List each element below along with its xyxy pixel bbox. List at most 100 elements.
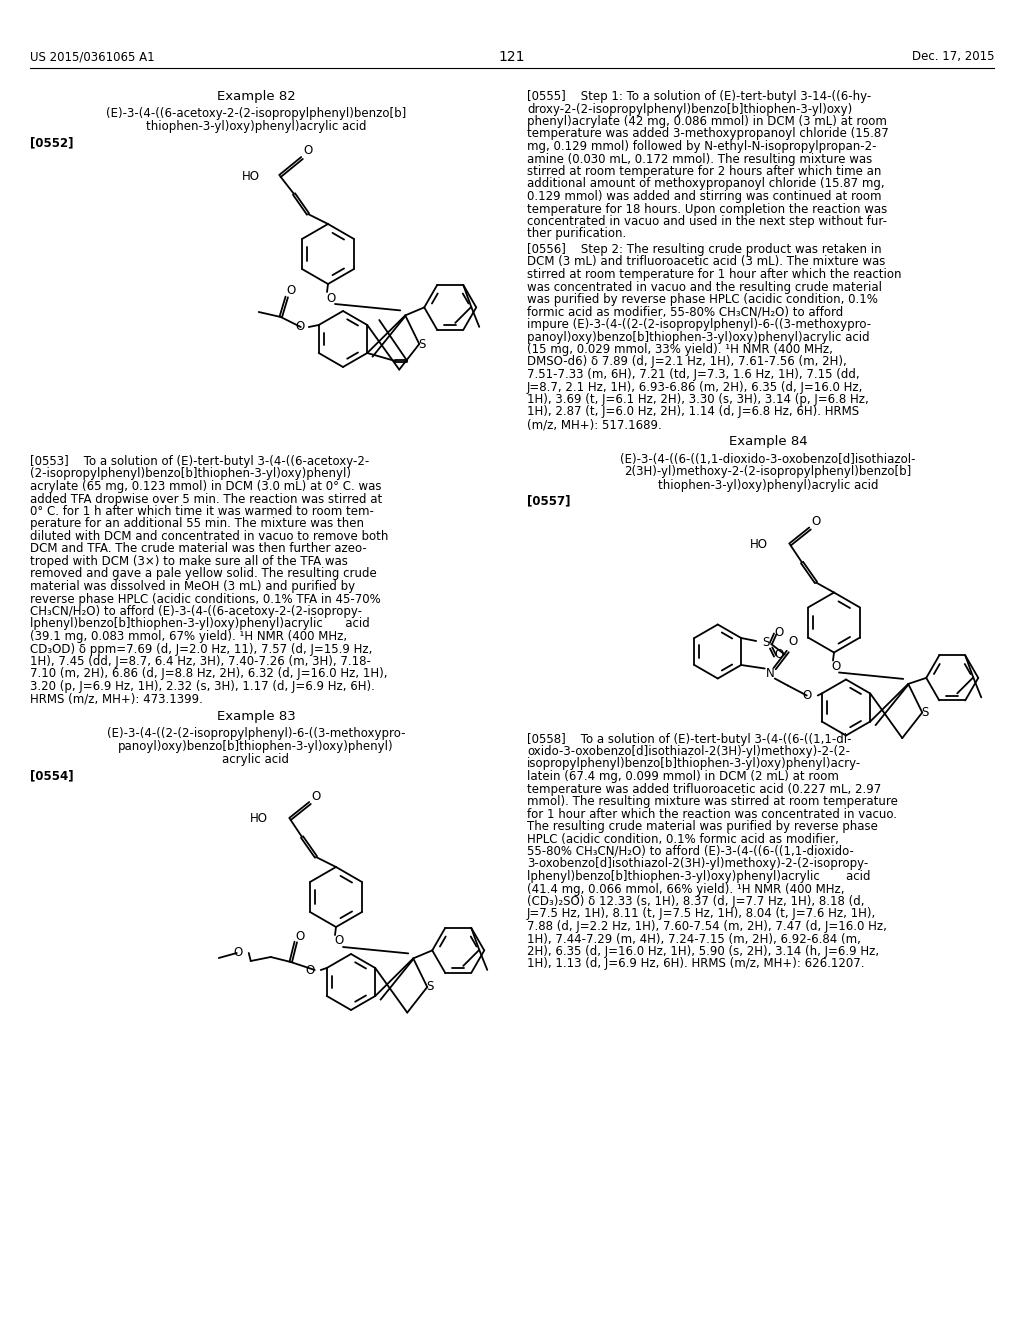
Text: S: S [427,981,434,994]
Text: HO: HO [242,169,260,182]
Text: O: O [774,626,783,639]
Text: panoyl)oxy)benzo[b]thiophen-3-yl)oxy)phenyl)acrylic acid: panoyl)oxy)benzo[b]thiophen-3-yl)oxy)phe… [527,330,869,343]
Text: 3-oxobenzo[d]isothiazol-2(3H)-yl)methoxy)-2-(2-isopropy-: 3-oxobenzo[d]isothiazol-2(3H)-yl)methoxy… [527,858,868,870]
Text: impure (E)-3-(4-((2-(2-isopropylphenyl)-6-((3-methoxypro-: impure (E)-3-(4-((2-(2-isopropylphenyl)-… [527,318,871,331]
Text: The resulting crude material was purified by reverse phase: The resulting crude material was purifie… [527,820,878,833]
Text: temperature was added 3-methoxypropanoyl chloride (15.87: temperature was added 3-methoxypropanoyl… [527,128,889,140]
Text: (2-isopropylphenyl)benzo[b]thiophen-3-yl)oxy)phenyl): (2-isopropylphenyl)benzo[b]thiophen-3-yl… [30,467,351,480]
Text: DCM (3 mL) and trifluoroacetic acid (3 mL). The mixture was: DCM (3 mL) and trifluoroacetic acid (3 m… [527,256,886,268]
Text: added TFA dropwise over 5 min. The reaction was stirred at: added TFA dropwise over 5 min. The react… [30,492,382,506]
Text: Dec. 17, 2015: Dec. 17, 2015 [911,50,994,63]
Text: O: O [295,931,304,944]
Text: mg, 0.129 mmol) followed by N-ethyl-N-isopropylpropan-2-: mg, 0.129 mmol) followed by N-ethyl-N-is… [527,140,877,153]
Text: Example 82: Example 82 [217,90,295,103]
Text: amine (0.030 mL, 0.172 mmol). The resulting mixture was: amine (0.030 mL, 0.172 mmol). The result… [527,153,872,165]
Text: 55-80% CH₃CN/H₂O) to afford (E)-3-(4-((6-((1,1-dioxido-: 55-80% CH₃CN/H₂O) to afford (E)-3-(4-((6… [527,845,854,858]
Text: 1H), 7.45 (dd, J=8.7, 6.4 Hz, 3H), 7.40-7.26 (m, 3H), 7.18-: 1H), 7.45 (dd, J=8.7, 6.4 Hz, 3H), 7.40-… [30,655,371,668]
Text: [0553]    To a solution of (E)-tert-butyl 3-(4-((6-acetoxy-2-: [0553] To a solution of (E)-tert-butyl 3… [30,455,370,469]
Text: 2(3H)-yl)methoxy-2-(2-isopropylphenyl)benzo[b]: 2(3H)-yl)methoxy-2-(2-isopropylphenyl)be… [625,466,911,479]
Text: formic acid as modifier, 55-80% CH₃CN/H₂O) to afford: formic acid as modifier, 55-80% CH₃CN/H₂… [527,305,843,318]
Text: S: S [763,635,770,648]
Text: O: O [286,285,295,297]
Text: Example 84: Example 84 [729,436,807,449]
Text: O: O [311,789,321,803]
Text: mmol). The resulting mixture was stirred at room temperature: mmol). The resulting mixture was stirred… [527,795,898,808]
Text: S: S [922,706,929,719]
Text: O: O [303,144,312,157]
Text: N: N [765,667,774,680]
Text: S: S [419,338,426,351]
Text: [0556]    Step 2: The resulting crude product was retaken in: [0556] Step 2: The resulting crude produ… [527,243,882,256]
Text: perature for an additional 55 min. The mixture was then: perature for an additional 55 min. The m… [30,517,364,531]
Text: DCM and TFA. The crude material was then further azeo-: DCM and TFA. The crude material was then… [30,543,367,556]
Text: 1H), 1.13 (d, J=6.9 Hz, 6H). HRMS (m/z, MH+): 626.1207.: 1H), 1.13 (d, J=6.9 Hz, 6H). HRMS (m/z, … [527,957,864,970]
Text: thiophen-3-yl)oxy)phenyl)acrylic acid: thiophen-3-yl)oxy)phenyl)acrylic acid [657,479,879,491]
Text: ther purification.: ther purification. [527,227,627,240]
Text: isopropylphenyl)benzo[b]thiophen-3-yl)oxy)phenyl)acry-: isopropylphenyl)benzo[b]thiophen-3-yl)ox… [527,758,861,771]
Text: O: O [831,660,841,673]
Text: troped with DCM (3×) to make sure all of the TFA was: troped with DCM (3×) to make sure all of… [30,554,348,568]
Text: lphenyl)benzo[b]thiophen-3-yl)oxy)phenyl)acrylic       acid: lphenyl)benzo[b]thiophen-3-yl)oxy)phenyl… [527,870,870,883]
Text: was purified by reverse phase HPLC (acidic condition, 0.1%: was purified by reverse phase HPLC (acid… [527,293,878,306]
Text: stirred at room temperature for 2 hours after which time an: stirred at room temperature for 2 hours … [527,165,882,178]
Text: DMSO-d6) δ 7.89 (d, J=2.1 Hz, 1H), 7.61-7.56 (m, 2H),: DMSO-d6) δ 7.89 (d, J=2.1 Hz, 1H), 7.61-… [527,355,847,368]
Text: droxy-2-(2-isopropylphenyl)benzo[b]thiophen-3-yl)oxy): droxy-2-(2-isopropylphenyl)benzo[b]thiop… [527,103,852,116]
Text: O: O [327,292,336,305]
Text: O: O [811,515,820,528]
Text: (CD₃)₂SO) δ 12.33 (s, 1H), 8.37 (d, J=7.7 Hz, 1H), 8.18 (d,: (CD₃)₂SO) δ 12.33 (s, 1H), 8.37 (d, J=7.… [527,895,864,908]
Text: 3.20 (p, J=6.9 Hz, 1H), 2.32 (s, 3H), 1.17 (d, J=6.9 Hz, 6H).: 3.20 (p, J=6.9 Hz, 1H), 2.32 (s, 3H), 1.… [30,680,375,693]
Text: (E)-3-(4-((6-((1,1-dioxido-3-oxobenzo[d]isothiazol-: (E)-3-(4-((6-((1,1-dioxido-3-oxobenzo[d]… [621,453,915,466]
Text: additional amount of methoxypropanoyl chloride (15.87 mg,: additional amount of methoxypropanoyl ch… [527,177,885,190]
Text: 2H), 6.35 (d, J=16.0 Hz, 1H), 5.90 (s, 2H), 3.14 (h, J=6.9 Hz,: 2H), 6.35 (d, J=16.0 Hz, 1H), 5.90 (s, 2… [527,945,880,958]
Text: was concentrated in vacuo and the resulting crude material: was concentrated in vacuo and the result… [527,281,882,293]
Text: concentrated in vacuo and used in the next step without fur-: concentrated in vacuo and used in the ne… [527,215,887,228]
Text: Example 83: Example 83 [217,710,295,723]
Text: [0552]: [0552] [30,136,74,149]
Text: O: O [296,321,305,334]
Text: (E)-3-(4-((2-(2-isopropylphenyl)-6-((3-methoxypro-: (E)-3-(4-((2-(2-isopropylphenyl)-6-((3-m… [106,727,406,741]
Text: removed and gave a pale yellow solid. The resulting crude: removed and gave a pale yellow solid. Th… [30,568,377,581]
Text: 7.10 (m, 2H), 6.86 (d, J=8.8 Hz, 2H), 6.32 (d, J=16.0 Hz, 1H),: 7.10 (m, 2H), 6.86 (d, J=8.8 Hz, 2H), 6.… [30,668,387,681]
Text: reverse phase HPLC (acidic conditions, 0.1% TFA in 45-70%: reverse phase HPLC (acidic conditions, 0… [30,593,381,606]
Text: (m/z, MH+): 517.1689.: (m/z, MH+): 517.1689. [527,418,662,432]
Text: (41.4 mg, 0.066 mmol, 66% yield). ¹H NMR (400 MHz,: (41.4 mg, 0.066 mmol, 66% yield). ¹H NMR… [527,883,845,895]
Text: US 2015/0361065 A1: US 2015/0361065 A1 [30,50,155,63]
Text: latein (67.4 mg, 0.099 mmol) in DCM (2 mL) at room: latein (67.4 mg, 0.099 mmol) in DCM (2 m… [527,770,839,783]
Text: [0557]: [0557] [527,495,570,507]
Text: HO: HO [750,539,768,550]
Text: O: O [233,946,243,960]
Text: 7.51-7.33 (m, 6H), 7.21 (td, J=7.3, 1.6 Hz, 1H), 7.15 (dd,: 7.51-7.33 (m, 6H), 7.21 (td, J=7.3, 1.6 … [527,368,859,381]
Text: J=7.5 Hz, 1H), 8.11 (t, J=7.5 Hz, 1H), 8.04 (t, J=7.6 Hz, 1H),: J=7.5 Hz, 1H), 8.11 (t, J=7.5 Hz, 1H), 8… [527,908,877,920]
Text: diluted with DCM and concentrated in vacuo to remove both: diluted with DCM and concentrated in vac… [30,531,388,543]
Text: stirred at room temperature for 1 hour after which the reaction: stirred at room temperature for 1 hour a… [527,268,901,281]
Text: 121: 121 [499,50,525,63]
Text: thiophen-3-yl)oxy)phenyl)acrylic acid: thiophen-3-yl)oxy)phenyl)acrylic acid [145,120,367,133]
Text: HO: HO [250,813,268,825]
Text: temperature was added trifluoroacetic acid (0.227 mL, 2.97: temperature was added trifluoroacetic ac… [527,783,882,796]
Text: O: O [335,935,344,948]
Text: CH₃CN/H₂O) to afford (E)-3-(4-((6-acetoxy-2-(2-isopropy-: CH₃CN/H₂O) to afford (E)-3-(4-((6-acetox… [30,605,362,618]
Text: J=8.7, 2.1 Hz, 1H), 6.93-6.86 (m, 2H), 6.35 (d, J=16.0 Hz,: J=8.7, 2.1 Hz, 1H), 6.93-6.86 (m, 2H), 6… [527,380,863,393]
Text: temperature for 18 hours. Upon completion the reaction was: temperature for 18 hours. Upon completio… [527,202,887,215]
Text: material was dissolved in MeOH (3 mL) and purified by: material was dissolved in MeOH (3 mL) an… [30,579,355,593]
Text: acrylate (65 mg, 0.123 mmol) in DCM (3.0 mL) at 0° C. was: acrylate (65 mg, 0.123 mmol) in DCM (3.0… [30,480,382,492]
Text: [0558]    To a solution of (E)-tert-butyl 3-(4-((6-((1,1-di-: [0558] To a solution of (E)-tert-butyl 3… [527,733,852,746]
Text: HRMS (m/z, MH+): 473.1399.: HRMS (m/z, MH+): 473.1399. [30,693,203,705]
Text: panoyl)oxy)benzo[b]thiophen-3-yl)oxy)phenyl): panoyl)oxy)benzo[b]thiophen-3-yl)oxy)phe… [118,741,394,752]
Text: (39.1 mg, 0.083 mmol, 67% yield). ¹H NMR (400 MHz,: (39.1 mg, 0.083 mmol, 67% yield). ¹H NMR… [30,630,347,643]
Text: O: O [788,635,798,648]
Text: [0555]    Step 1: To a solution of (E)-tert-butyl 3-14-((6-hy-: [0555] Step 1: To a solution of (E)-tert… [527,90,871,103]
Text: CD₃OD) δ ppm=7.69 (d, J=2.0 Hz, 11), 7.57 (d, J=15.9 Hz,: CD₃OD) δ ppm=7.69 (d, J=2.0 Hz, 11), 7.5… [30,643,373,656]
Text: 1H), 2.87 (t, J=6.0 Hz, 2H), 1.14 (d, J=6.8 Hz, 6H). HRMS: 1H), 2.87 (t, J=6.0 Hz, 2H), 1.14 (d, J=… [527,405,859,418]
Text: phenyl)acrylate (42 mg, 0.086 mmol) in DCM (3 mL) at room: phenyl)acrylate (42 mg, 0.086 mmol) in D… [527,115,887,128]
Text: acrylic acid: acrylic acid [222,752,290,766]
Text: 1H), 7.44-7.29 (m, 4H), 7.24-7.15 (m, 2H), 6.92-6.84 (m,: 1H), 7.44-7.29 (m, 4H), 7.24-7.15 (m, 2H… [527,932,861,945]
Text: lphenyl)benzo[b]thiophen-3-yl)oxy)phenyl)acrylic      acid: lphenyl)benzo[b]thiophen-3-yl)oxy)phenyl… [30,618,370,631]
Text: 0.129 mmol) was added and stirring was continued at room: 0.129 mmol) was added and stirring was c… [527,190,882,203]
Text: [0554]: [0554] [30,770,74,781]
Text: O: O [774,648,783,660]
Text: (E)-3-(4-((6-acetoxy-2-(2-isopropylphenyl)benzo[b]: (E)-3-(4-((6-acetoxy-2-(2-isopropylpheny… [105,107,407,120]
Text: HPLC (acidic condition, 0.1% formic acid as modifier,: HPLC (acidic condition, 0.1% formic acid… [527,833,839,846]
Text: (15 mg, 0.029 mmol, 33% yield). ¹H NMR (400 MHz,: (15 mg, 0.029 mmol, 33% yield). ¹H NMR (… [527,343,833,356]
Text: 0° C. for 1 h after which time it was warmed to room tem-: 0° C. for 1 h after which time it was wa… [30,506,374,517]
